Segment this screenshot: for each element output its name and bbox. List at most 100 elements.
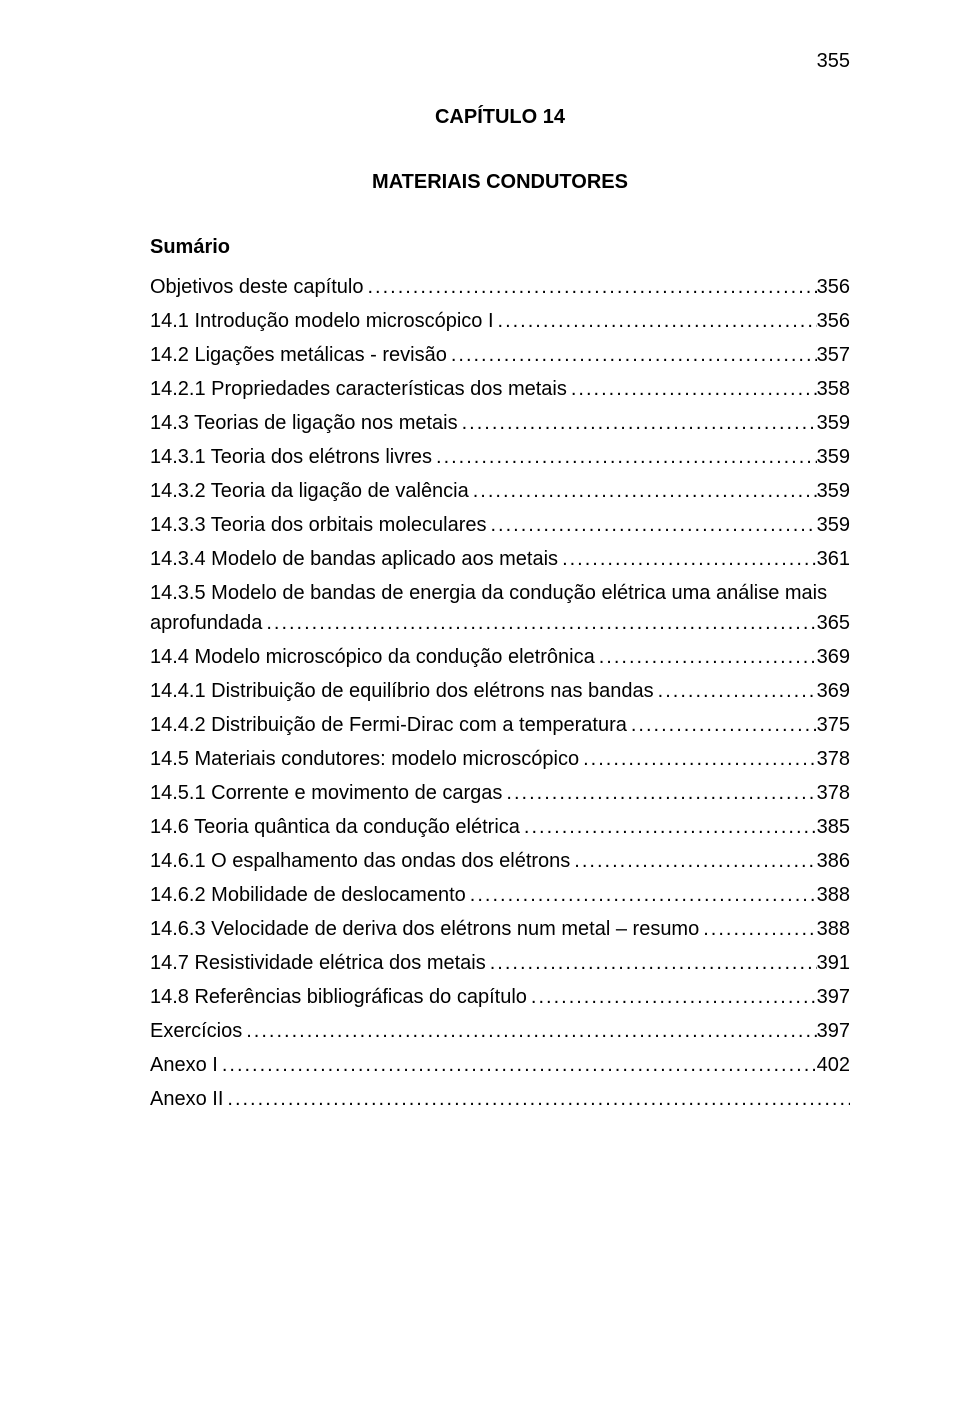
toc-page: 402	[817, 1055, 850, 1075]
toc-entry-multiline-line2: aprofundada 365	[150, 613, 850, 633]
toc-page: 359	[817, 413, 850, 433]
toc-leader-dots	[262, 613, 816, 633]
toc-label: 14.1 Introdução modelo microscópico I	[150, 311, 494, 331]
toc-label: Anexo I	[150, 1055, 218, 1075]
toc-entry: 14.4.1 Distribuição de equilíbrio dos el…	[150, 681, 850, 701]
toc-entry: Objetivos deste capítulo 356	[150, 277, 850, 297]
toc-label: 14.3 Teorias de ligação nos metais	[150, 413, 458, 433]
toc-label: 14.2 Ligações metálicas - revisão	[150, 345, 447, 365]
page-number: 355	[817, 50, 850, 73]
toc-label: 14.6.3 Velocidade de deriva dos elétrons…	[150, 919, 699, 939]
toc-page: 397	[817, 1021, 850, 1041]
toc-entry: 14.3.3 Teoria dos orbitais moleculares 3…	[150, 515, 850, 535]
toc-entry: 14.6.3 Velocidade de deriva dos elétrons…	[150, 919, 850, 939]
toc-entry: 14.3.4 Modelo de bandas aplicado aos met…	[150, 549, 850, 569]
toc-leader-dots	[242, 1021, 816, 1041]
toc-entry: 14.7 Resistividade elétrica dos metais 3…	[150, 953, 850, 973]
toc-entry: 14.4 Modelo microscópico da condução ele…	[150, 647, 850, 667]
toc-page: 369	[817, 681, 850, 701]
toc-label: 14.8 Referências bibliográficas do capít…	[150, 987, 527, 1007]
toc-label: 14.3.4 Modelo de bandas aplicado aos met…	[150, 549, 558, 569]
toc-entry: 14.3.1 Teoria dos elétrons livres 359	[150, 447, 850, 467]
toc-label: Exercícios	[150, 1021, 242, 1041]
toc-entry: 14.2.1 Propriedades características dos …	[150, 379, 850, 399]
toc-heading: Sumário	[150, 236, 850, 259]
toc-leader-dots	[520, 817, 817, 837]
toc-entry: 14.4.2 Distribuição de Fermi-Dirac com a…	[150, 715, 850, 735]
toc-entry: 14.6 Teoria quântica da condução elétric…	[150, 817, 850, 837]
toc-entry: 14.8 Referências bibliográficas do capít…	[150, 987, 850, 1007]
toc-leader-dots	[699, 919, 816, 939]
toc-label: 14.3.2 Teoria da ligação de valência	[150, 481, 469, 501]
toc-label: 14.4.2 Distribuição de Fermi-Dirac com a…	[150, 715, 627, 735]
toc-page: 359	[817, 515, 850, 535]
toc-entry: Anexo II	[150, 1089, 850, 1109]
toc-entry: 14.6.1 O espalhamento das ondas dos elét…	[150, 851, 850, 871]
toc-entry: Exercícios 397	[150, 1021, 850, 1041]
toc-entry: Anexo I 402	[150, 1055, 850, 1075]
toc-page: 388	[817, 919, 850, 939]
toc-leader-dots	[502, 783, 816, 803]
toc-leader-dots	[223, 1089, 850, 1109]
toc-leader-dots	[558, 549, 817, 569]
toc-page: 365	[817, 613, 850, 633]
toc-entry: 14.5.1 Corrente e movimento de cargas 37…	[150, 783, 850, 803]
toc-entry: 14.6.2 Mobilidade de deslocamento 388	[150, 885, 850, 905]
toc-leader-dots	[447, 345, 817, 365]
chapter-title: CAPÍTULO 14	[150, 106, 850, 129]
toc-entry: 14.2 Ligações metálicas - revisão 357	[150, 345, 850, 365]
toc-label: 14.4 Modelo microscópico da condução ele…	[150, 647, 595, 667]
toc-page: 391	[817, 953, 850, 973]
table-of-contents: Objetivos deste capítulo 356 14.1 Introd…	[150, 277, 850, 1109]
toc-leader-dots	[218, 1055, 817, 1075]
toc-page: 357	[817, 345, 850, 365]
toc-label: Objetivos deste capítulo	[150, 277, 363, 297]
toc-page: 385	[817, 817, 850, 837]
toc-leader-dots	[486, 515, 816, 535]
toc-page: 378	[817, 783, 850, 803]
toc-leader-dots	[486, 953, 817, 973]
toc-page: 356	[817, 311, 850, 331]
toc-page: 375	[817, 715, 850, 735]
toc-leader-dots	[579, 749, 817, 769]
toc-leader-dots	[527, 987, 817, 1007]
toc-entry: 14.3.2 Teoria da ligação de valência 359	[150, 481, 850, 501]
toc-label: 14.4.1 Distribuição de equilíbrio dos el…	[150, 681, 654, 701]
toc-leader-dots	[432, 447, 817, 467]
toc-label: 14.6.2 Mobilidade de deslocamento	[150, 885, 466, 905]
toc-page: 369	[817, 647, 850, 667]
toc-label-continuation: aprofundada	[150, 613, 262, 633]
toc-leader-dots	[458, 413, 817, 433]
toc-label: 14.2.1 Propriedades características dos …	[150, 379, 567, 399]
toc-label: 14.5.1 Corrente e movimento de cargas	[150, 783, 502, 803]
toc-entry: 14.5 Materiais condutores: modelo micros…	[150, 749, 850, 769]
toc-page: 358	[817, 379, 850, 399]
toc-leader-dots	[494, 311, 817, 331]
toc-label: 14.5 Materiais condutores: modelo micros…	[150, 749, 579, 769]
toc-entry: 14.1 Introdução modelo microscópico I 35…	[150, 311, 850, 331]
toc-page: 359	[817, 481, 850, 501]
toc-entry-multiline-line1: 14.3.5 Modelo de bandas de energia da co…	[150, 583, 850, 603]
toc-label: 14.3.5 Modelo de bandas de energia da co…	[150, 583, 827, 603]
toc-label: 14.7 Resistividade elétrica dos metais	[150, 953, 486, 973]
toc-leader-dots	[654, 681, 817, 701]
toc-leader-dots	[363, 277, 816, 297]
toc-label: 14.3.3 Teoria dos orbitais moleculares	[150, 515, 486, 535]
toc-leader-dots	[466, 885, 817, 905]
toc-label: 14.3.1 Teoria dos elétrons livres	[150, 447, 432, 467]
toc-label: 14.6.1 O espalhamento das ondas dos elét…	[150, 851, 570, 871]
toc-page: 388	[817, 885, 850, 905]
toc-page: 378	[817, 749, 850, 769]
toc-leader-dots	[570, 851, 816, 871]
toc-leader-dots	[469, 481, 817, 501]
toc-entry: 14.3 Teorias de ligação nos metais 359	[150, 413, 850, 433]
toc-label: 14.6 Teoria quântica da condução elétric…	[150, 817, 520, 837]
toc-page: 359	[817, 447, 850, 467]
toc-leader-dots	[567, 379, 817, 399]
toc-leader-dots	[627, 715, 817, 735]
toc-page: 386	[817, 851, 850, 871]
document-page: 355 CAPÍTULO 14 MATERIAIS CONDUTORES Sum…	[0, 0, 960, 1410]
toc-page: 397	[817, 987, 850, 1007]
toc-label: Anexo II	[150, 1089, 223, 1109]
toc-leader-dots	[595, 647, 817, 667]
